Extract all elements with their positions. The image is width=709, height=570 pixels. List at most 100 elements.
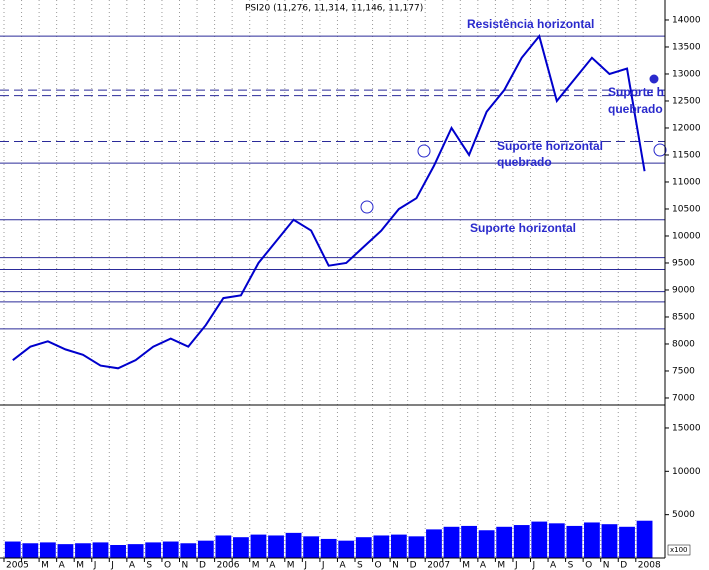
reference-lines [0, 35, 665, 330]
volume-bar [285, 532, 302, 558]
price-line [12, 34, 646, 370]
unit-label: x100 [670, 546, 688, 554]
x-tick-label: O [375, 561, 382, 570]
volume-bar [39, 542, 56, 558]
volume-bar [127, 544, 144, 558]
volume-bar [22, 543, 39, 558]
y-tick-label: 10500 [672, 204, 701, 214]
x-tick-label: M [76, 561, 84, 570]
y-tick-label: 11500 [672, 150, 701, 160]
annotation: Resistência horizontal [467, 17, 594, 31]
annotation: quebrado [497, 155, 552, 169]
annotation: quebrado [608, 102, 663, 116]
volume-bar [233, 537, 249, 558]
volume-bar [75, 543, 91, 558]
x-tick-label: A [59, 561, 66, 570]
volume-bar [373, 535, 390, 558]
volume-bar [197, 540, 214, 558]
volume-bar [461, 525, 477, 558]
x-tick-label: J [532, 561, 536, 570]
volume-bar [250, 534, 267, 558]
x-tick-label: D [620, 561, 627, 570]
x-tick-label: A [269, 561, 276, 570]
volume-bar [215, 535, 232, 558]
x-tick-label: M [41, 561, 49, 570]
volume-bar [320, 538, 337, 558]
volume-bar [566, 525, 583, 558]
volume-bar [355, 537, 372, 558]
chart-title: PSI20 (11,276, 11,314, 11,146, 11,177) [245, 4, 423, 14]
volume-bar [443, 526, 460, 558]
volume-bar [619, 526, 635, 558]
volume-bar [408, 536, 425, 558]
x-tick-label: S [146, 561, 152, 570]
volume-bar [426, 529, 442, 558]
volume-bar [92, 542, 109, 558]
y-tick-label: 5000 [672, 510, 695, 520]
y-tick-label: 8500 [672, 312, 695, 322]
volume-bar [180, 543, 197, 558]
x-tick-label: J [110, 561, 114, 570]
annotation: Suporte h [608, 85, 664, 99]
x-tick-label: A [339, 561, 346, 570]
x-tick-label: J [303, 561, 307, 570]
volume-bar [584, 522, 600, 558]
x-tick-label: N [392, 561, 399, 570]
volume-bar [268, 535, 284, 558]
volume-bar [303, 536, 320, 558]
volume-bar [531, 521, 548, 558]
x-tick-label: J [93, 561, 97, 570]
x-tick-label: 2005 [6, 561, 29, 570]
x-tick-label: D [410, 561, 417, 570]
x-tick-label: A [550, 561, 557, 570]
volume-bar [601, 524, 618, 558]
y-tick-label: 13000 [672, 69, 701, 79]
x-tick-label: M [252, 561, 260, 570]
y-tick-label: 9000 [672, 285, 695, 295]
smiley [417, 144, 431, 158]
y-tick-label: 9500 [672, 258, 695, 268]
y-tick-label: 13500 [672, 42, 701, 52]
x-tick-label: 2007 [427, 561, 450, 570]
x-tick-label: J [321, 561, 325, 570]
x-tick-label: N [182, 561, 189, 570]
y-tick-label: 15000 [672, 423, 701, 433]
marker [649, 74, 659, 84]
marks [4, 34, 653, 558]
y-tick-label: 7000 [672, 393, 695, 403]
volume-bar [496, 526, 513, 558]
x-tick-label: J [514, 561, 518, 570]
volume-bar [145, 542, 162, 558]
volume-bar [636, 520, 653, 558]
y-tick-label: 11000 [672, 177, 701, 187]
annotation: Suporte horizontal [470, 221, 576, 235]
x-tick-label: M [462, 561, 470, 570]
y-tick-label: 10000 [672, 467, 701, 477]
y-tick-label: 10000 [672, 231, 701, 241]
smiley [653, 143, 667, 157]
x-tick-label: A [480, 561, 487, 570]
y-tick-label: 14000 [672, 15, 701, 25]
x-tick-label: D [199, 561, 206, 570]
annotation: Suporte horizontal [497, 139, 603, 153]
x-tick-label: O [164, 561, 171, 570]
x-tick-label: M [497, 561, 505, 570]
annotations: Resistência horizontal Suporte horizontal… [467, 17, 664, 235]
volume-bar [548, 523, 565, 558]
volume-bar [390, 534, 407, 558]
x-tick-label: A [129, 561, 136, 570]
x-tick-label: O [585, 561, 592, 570]
volume-bar [57, 544, 74, 558]
smileys [360, 74, 667, 214]
y-tick-label: 12500 [672, 96, 701, 106]
volume-bar [338, 540, 355, 558]
volume-bar [4, 541, 21, 558]
volume-bar [110, 544, 126, 558]
x-tick-label: N [603, 561, 610, 570]
unit-box [667, 544, 691, 556]
volume-bar [478, 530, 495, 558]
x-tick-label: 2006 [217, 561, 240, 570]
grid [3, 0, 637, 562]
x-tick-label: M [287, 561, 295, 570]
